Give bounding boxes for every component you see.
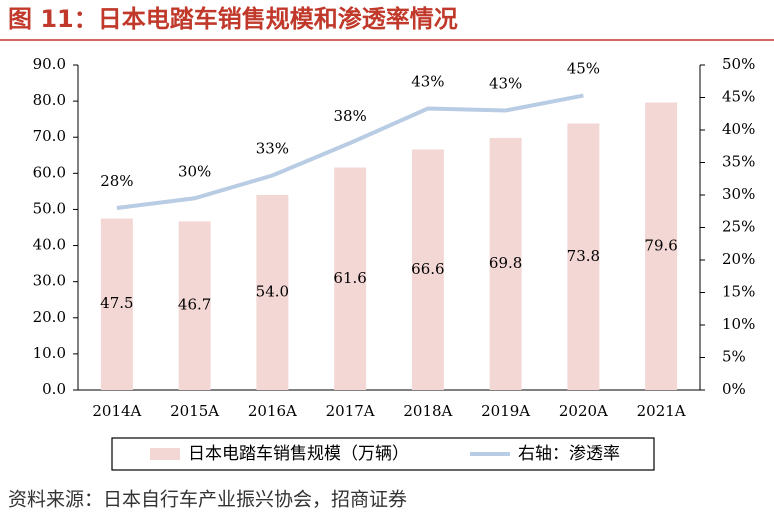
bar <box>256 195 289 390</box>
x-tick-label: 2014A <box>92 402 141 420</box>
y2-tick-label: 35% <box>722 153 755 171</box>
y-tick-label: 20.0 <box>33 308 66 326</box>
x-tick-label: 2021A <box>637 402 686 420</box>
bar-label: 66.6 <box>411 260 444 278</box>
bar-label: 69.8 <box>489 254 522 272</box>
line <box>116 93 584 210</box>
bar-label: 54.0 <box>256 283 289 301</box>
x-tick-label: 2015A <box>170 402 219 420</box>
line-label: 45% <box>567 60 600 78</box>
legend-box <box>111 437 655 471</box>
y2-tick-label: 40% <box>722 120 755 138</box>
x-tick-label: 2018A <box>403 402 452 420</box>
source-note: 资料来源：日本自行车产业振兴协会，招商证券 <box>8 489 407 511</box>
legend-label: 日本电踏车销售规模（万辆） <box>188 444 409 464</box>
y-tick-label: 90.0 <box>33 55 66 73</box>
legend-label: 右轴：渗透率 <box>518 444 620 464</box>
y-tick-label: 0.0 <box>42 380 66 398</box>
bar <box>178 221 211 390</box>
bar-label: 79.6 <box>644 236 677 254</box>
line-label: 28% <box>100 172 133 190</box>
bar <box>645 102 678 391</box>
chart-title: 图 11：日本电踏车销售规模和渗透率情况 <box>8 5 458 33</box>
y2-tick-label: 0% <box>722 380 746 398</box>
y-tick-label: 60.0 <box>33 163 66 181</box>
x-tick-label: 2019A <box>481 402 530 420</box>
y2-tick-label: 10% <box>722 315 755 333</box>
y-tick-label: 40.0 <box>33 236 66 254</box>
y-tick-label: 10.0 <box>33 344 66 362</box>
legend-swatch <box>150 448 180 460</box>
line-label: 43% <box>411 73 444 91</box>
y-tick-label: 50.0 <box>33 199 66 217</box>
y2-tick-label: 5% <box>722 348 746 366</box>
y2-tick-label: 45% <box>722 88 755 106</box>
line-label: 38% <box>333 107 366 125</box>
line-label: 30% <box>178 162 211 180</box>
x-tick-label: 2016A <box>248 402 297 420</box>
y2-tick-label: 20% <box>722 250 755 268</box>
bar <box>334 167 367 390</box>
y2-tick-label: 25% <box>722 218 755 236</box>
bar-label: 46.7 <box>178 296 211 314</box>
bar <box>567 123 600 390</box>
y-tick-label: 30.0 <box>33 272 66 290</box>
line-label: 43% <box>489 75 522 93</box>
y-tick-label: 70.0 <box>33 127 66 145</box>
y2-tick-label: 50% <box>722 55 755 73</box>
bar-label: 61.6 <box>333 269 366 287</box>
y2-tick-label: 30% <box>722 185 755 203</box>
bar-label: 73.8 <box>567 247 600 265</box>
x-tick-label: 2017A <box>326 402 375 420</box>
bar <box>100 218 133 390</box>
y2-tick-label: 15% <box>722 283 755 301</box>
bar-label: 47.5 <box>100 294 133 312</box>
line-label: 33% <box>256 140 289 158</box>
bar <box>411 149 444 390</box>
y-tick-label: 80.0 <box>33 91 66 109</box>
bar <box>489 137 522 390</box>
x-tick-label: 2020A <box>559 402 608 420</box>
